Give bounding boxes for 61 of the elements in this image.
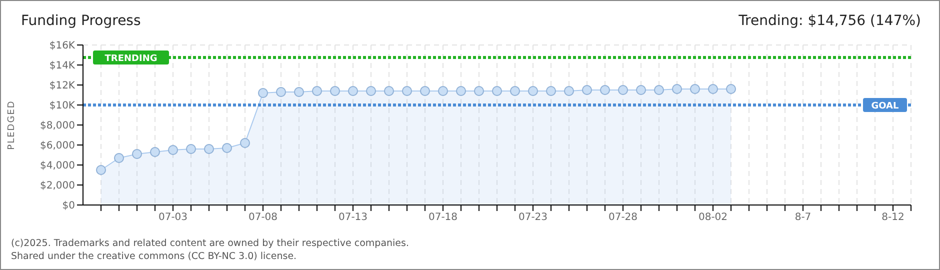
x-tick-label: 07-03 — [158, 212, 188, 224]
text: Shared under the creative commons (CC BY-NC 3.0) license. — [11, 250, 298, 263]
y-tick-label: $12K — [49, 80, 76, 92]
y-tick-label: $2,000 — [40, 180, 75, 192]
point — [150, 147, 160, 157]
point — [312, 86, 322, 96]
point — [402, 86, 412, 96]
ref-line-label: TRENDING — [104, 54, 158, 64]
x-tick-label: 07-13 — [338, 212, 368, 224]
y-axis-title: PLEDGED — [7, 100, 18, 150]
x-tick-label: 8-12 — [882, 212, 904, 224]
point — [96, 165, 106, 175]
y-tick-label: $14K — [49, 60, 76, 72]
point — [726, 84, 736, 94]
point — [636, 85, 646, 95]
point — [510, 86, 520, 96]
point — [582, 85, 592, 95]
chart-title: Funding Progress — [21, 13, 141, 29]
point — [294, 87, 304, 97]
point — [420, 86, 430, 96]
y-tick-label: $6,000 — [40, 140, 75, 152]
point — [168, 145, 178, 155]
point — [600, 85, 610, 95]
x-tick-label: 07-08 — [248, 212, 278, 224]
point — [258, 88, 268, 98]
point — [456, 86, 466, 96]
y-tick-label: $10K — [49, 100, 76, 112]
point — [114, 153, 124, 163]
chart-subtitle: Trending: $14,756 (147%) — [738, 13, 921, 29]
y-tick-label: $0 — [62, 200, 75, 212]
point — [222, 143, 232, 153]
point — [384, 86, 394, 96]
point — [348, 86, 358, 96]
point — [438, 86, 448, 96]
point — [276, 87, 286, 97]
point — [132, 149, 142, 159]
point — [564, 86, 574, 96]
point — [186, 144, 196, 154]
x-tick-label: 08-02 — [698, 212, 728, 224]
point — [618, 85, 628, 95]
point — [240, 138, 250, 148]
y-tick-label: $8,000 — [40, 120, 75, 132]
point — [546, 86, 556, 96]
point — [654, 85, 664, 95]
x-tick-label: 07-28 — [608, 212, 638, 224]
ref-line-label: GOAL — [871, 102, 900, 112]
point — [204, 144, 214, 154]
point — [330, 86, 340, 96]
y-tick-label: $16K — [49, 40, 76, 52]
x-tick-label: 07-18 — [428, 212, 458, 224]
point — [474, 86, 484, 96]
point — [708, 84, 718, 94]
x-tick-label: 07-23 — [518, 212, 548, 224]
point — [690, 84, 700, 94]
point — [492, 86, 502, 96]
y-tick-label: $4,000 — [40, 160, 75, 172]
x-tick-label: 8-7 — [794, 212, 812, 224]
text: (c)2025. Trademarks and related content are owned by their respective companies. — [11, 237, 409, 250]
point — [528, 86, 538, 96]
point — [672, 84, 682, 94]
point — [366, 86, 376, 96]
